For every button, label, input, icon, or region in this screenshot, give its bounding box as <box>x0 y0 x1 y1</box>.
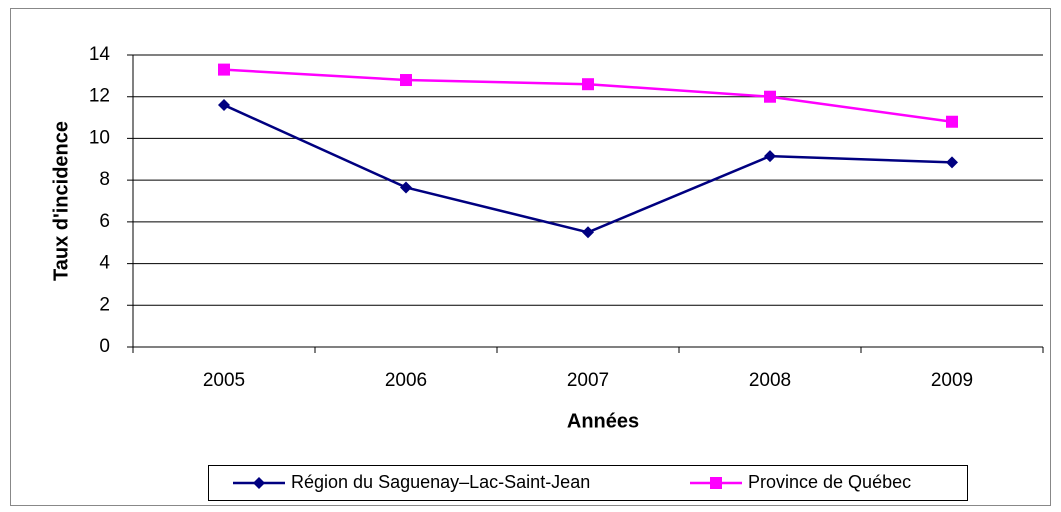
legend-box <box>208 465 968 501</box>
legend-label: Province de Québec <box>748 472 911 492</box>
marker <box>218 99 230 112</box>
x-tick-label: 2009 <box>931 370 973 391</box>
marker <box>400 181 412 194</box>
x-axis-title: Années <box>567 410 639 432</box>
y-axis-title: Taux d'incidence <box>50 121 72 281</box>
y-tick-label: 8 <box>99 169 110 190</box>
y-tick-label: 0 <box>99 336 110 357</box>
x-tick-label: 2006 <box>385 370 427 391</box>
marker <box>582 226 594 239</box>
marker <box>582 78 594 91</box>
marker <box>218 63 230 76</box>
marker <box>253 477 265 489</box>
marker <box>400 74 412 87</box>
y-tick-label: 12 <box>89 86 110 107</box>
chart-border <box>10 8 1051 506</box>
y-tick-label: 6 <box>99 211 110 232</box>
marker <box>764 90 776 103</box>
x-tick-label: 2007 <box>567 370 609 391</box>
marker <box>710 477 722 489</box>
marker <box>946 156 958 169</box>
y-tick-label: 2 <box>99 294 110 315</box>
y-tick-label: 4 <box>99 253 110 274</box>
x-tick-label: 2005 <box>203 370 245 391</box>
y-tick-label: 10 <box>89 127 110 148</box>
legend-label: Région du Saguenay–Lac-Saint-Jean <box>291 472 590 492</box>
marker <box>764 150 776 163</box>
x-tick-label: 2008 <box>749 370 791 391</box>
y-tick-label: 14 <box>89 44 111 65</box>
marker <box>946 115 958 128</box>
